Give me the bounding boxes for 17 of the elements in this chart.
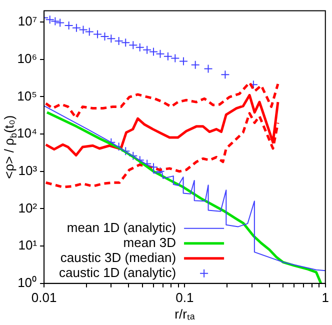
- y-tick-label: 10¹: [18, 238, 38, 253]
- legend-label: caustic 1D (analytic): [59, 264, 176, 280]
- x-tick-label: 0.1: [176, 290, 194, 305]
- legend-label: mean 3D: [123, 234, 176, 250]
- x-tick-label: 0.01: [31, 290, 57, 305]
- x-axis-title: r/rₜₐ: [174, 306, 195, 322]
- y-tick-label: 10⁶: [17, 50, 38, 66]
- y-tick-label: 10²: [18, 200, 38, 216]
- y-tick-label: 10⁰: [18, 274, 38, 290]
- x-tick-label: 1: [322, 290, 329, 305]
- y-tick-label: 10⁷: [18, 14, 38, 29]
- y-axis-title: <ρ> / ρb(t₀): [2, 115, 18, 179]
- y-tick-label: 10⁵: [17, 88, 38, 104]
- y-tick-label: 10³: [18, 162, 38, 178]
- legend-label: caustic 3D (median): [60, 250, 176, 265]
- y-tick-label: 10⁴: [17, 126, 38, 141]
- legend-label: mean 1D (analytic): [66, 220, 176, 235]
